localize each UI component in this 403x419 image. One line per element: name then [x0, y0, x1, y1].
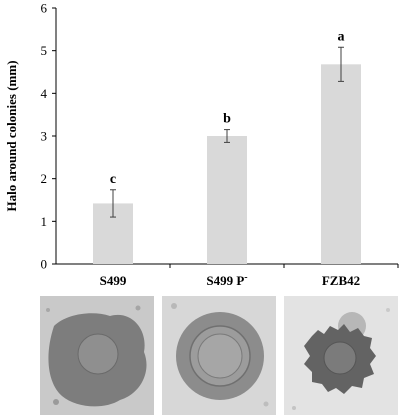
- category-label: S499: [100, 273, 127, 288]
- colony: [324, 342, 356, 374]
- significance-letter: a: [338, 29, 345, 44]
- y-tick-label: 1: [41, 214, 48, 229]
- significance-letter: b: [223, 112, 231, 127]
- plate-photo-fzb42: [284, 296, 398, 415]
- bar: [207, 136, 247, 264]
- y-tick-label: 5: [41, 43, 48, 58]
- category-label: S499 P-: [206, 272, 247, 288]
- category-label: FZB42: [322, 273, 360, 288]
- y-tick-label: 0: [41, 257, 48, 272]
- y-tick-label: 2: [41, 171, 48, 186]
- plate-photo-s499-p: [162, 296, 276, 415]
- bar-chart: Halo around colonies (mm) 0 1 2 3 4 5 6 c S499 b S…: [4, 1, 399, 288]
- y-axis-title: Halo around colonies (mm): [4, 60, 19, 211]
- colony: [78, 334, 118, 374]
- y-tick-label: 3: [41, 129, 48, 144]
- y-tick-label: 4: [41, 86, 48, 101]
- colony: [197, 333, 243, 379]
- bar: [321, 64, 361, 264]
- category-superscript: -: [244, 272, 247, 283]
- plate-photo-s499: [40, 296, 154, 415]
- plot-area: 0 1 2 3 4 5 6 c S499 b S499 P-a FZB42: [41, 1, 399, 288]
- plate-photo-strip: [40, 296, 398, 418]
- significance-letter: c: [110, 172, 116, 187]
- y-tick-label: 6: [41, 1, 48, 16]
